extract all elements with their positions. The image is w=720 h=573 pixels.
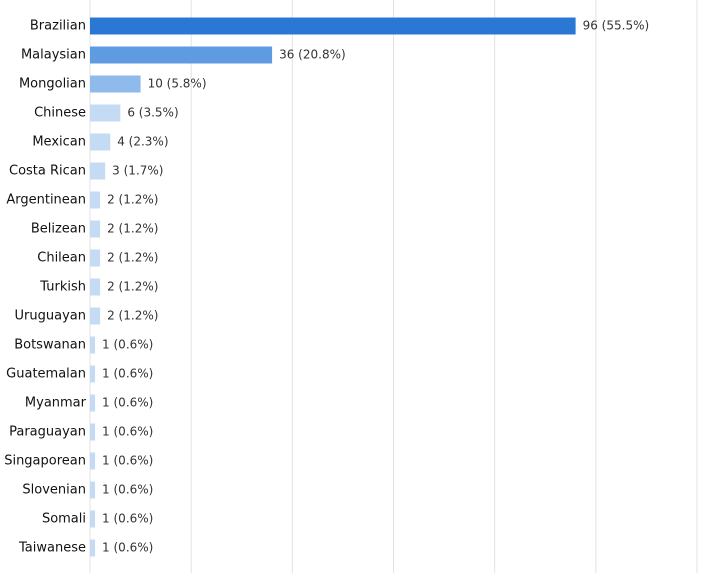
value-label: 2 (1.2%): [107, 193, 158, 207]
value-label: 1 (0.6%): [102, 338, 153, 352]
category-label: Chilean: [37, 251, 86, 266]
bar: [90, 394, 96, 412]
value-label: 4 (2.3%): [117, 135, 168, 149]
bar: [90, 17, 576, 35]
category-label: Brazilian: [30, 19, 86, 34]
value-label: 36 (20.8%): [279, 48, 346, 62]
value-label: 10 (5.8%): [148, 77, 207, 91]
value-label: 1 (0.6%): [102, 425, 153, 439]
value-label: 6 (3.5%): [127, 106, 178, 120]
category-label: Mexican: [32, 135, 86, 150]
bar: [90, 278, 101, 296]
bar: [90, 423, 96, 441]
category-label: Mongolian: [19, 77, 86, 92]
bar: [90, 104, 121, 122]
bar: [90, 162, 106, 180]
bar: [90, 452, 96, 470]
value-label: 1 (0.6%): [102, 454, 153, 468]
bar: [90, 133, 111, 151]
value-label: 2 (1.2%): [107, 222, 158, 236]
category-label: Singaporean: [4, 454, 86, 469]
bar: [90, 336, 96, 354]
category-label: Belizean: [31, 222, 86, 237]
bar: [90, 307, 101, 325]
category-label: Malaysian: [21, 48, 86, 63]
value-label: 2 (1.2%): [107, 251, 158, 265]
category-label: Botswanan: [14, 338, 86, 353]
bar: [90, 75, 141, 93]
value-label: 1 (0.6%): [102, 483, 153, 497]
category-label: Slovenian: [22, 483, 86, 498]
category-label: Myanmar: [25, 396, 87, 411]
bar: [90, 365, 96, 383]
value-label: 96 (55.5%): [583, 19, 650, 33]
value-label: 1 (0.6%): [102, 396, 153, 410]
category-label: Costa Rican: [9, 164, 86, 179]
bar: [90, 249, 101, 267]
bar: [90, 510, 96, 528]
category-label: Guatemalan: [6, 367, 86, 382]
bar: [90, 46, 273, 64]
bar: [90, 481, 96, 499]
category-label: Paraguayan: [9, 425, 86, 440]
category-label: Uruguayan: [15, 309, 86, 324]
bar: [90, 220, 101, 238]
bar: [90, 191, 101, 209]
value-label: 1 (0.6%): [102, 541, 153, 555]
bar: [90, 539, 96, 557]
category-label: Chinese: [34, 106, 86, 121]
category-label: Turkish: [39, 280, 86, 295]
value-label: 3 (1.7%): [112, 164, 163, 178]
value-label: 1 (0.6%): [102, 512, 153, 526]
value-label: 1 (0.6%): [102, 367, 153, 381]
value-label: 2 (1.2%): [107, 309, 158, 323]
category-label: Somali: [42, 512, 86, 527]
category-label: Argentinean: [6, 193, 86, 208]
value-label: 2 (1.2%): [107, 280, 158, 294]
category-label: Taiwanese: [18, 541, 86, 556]
